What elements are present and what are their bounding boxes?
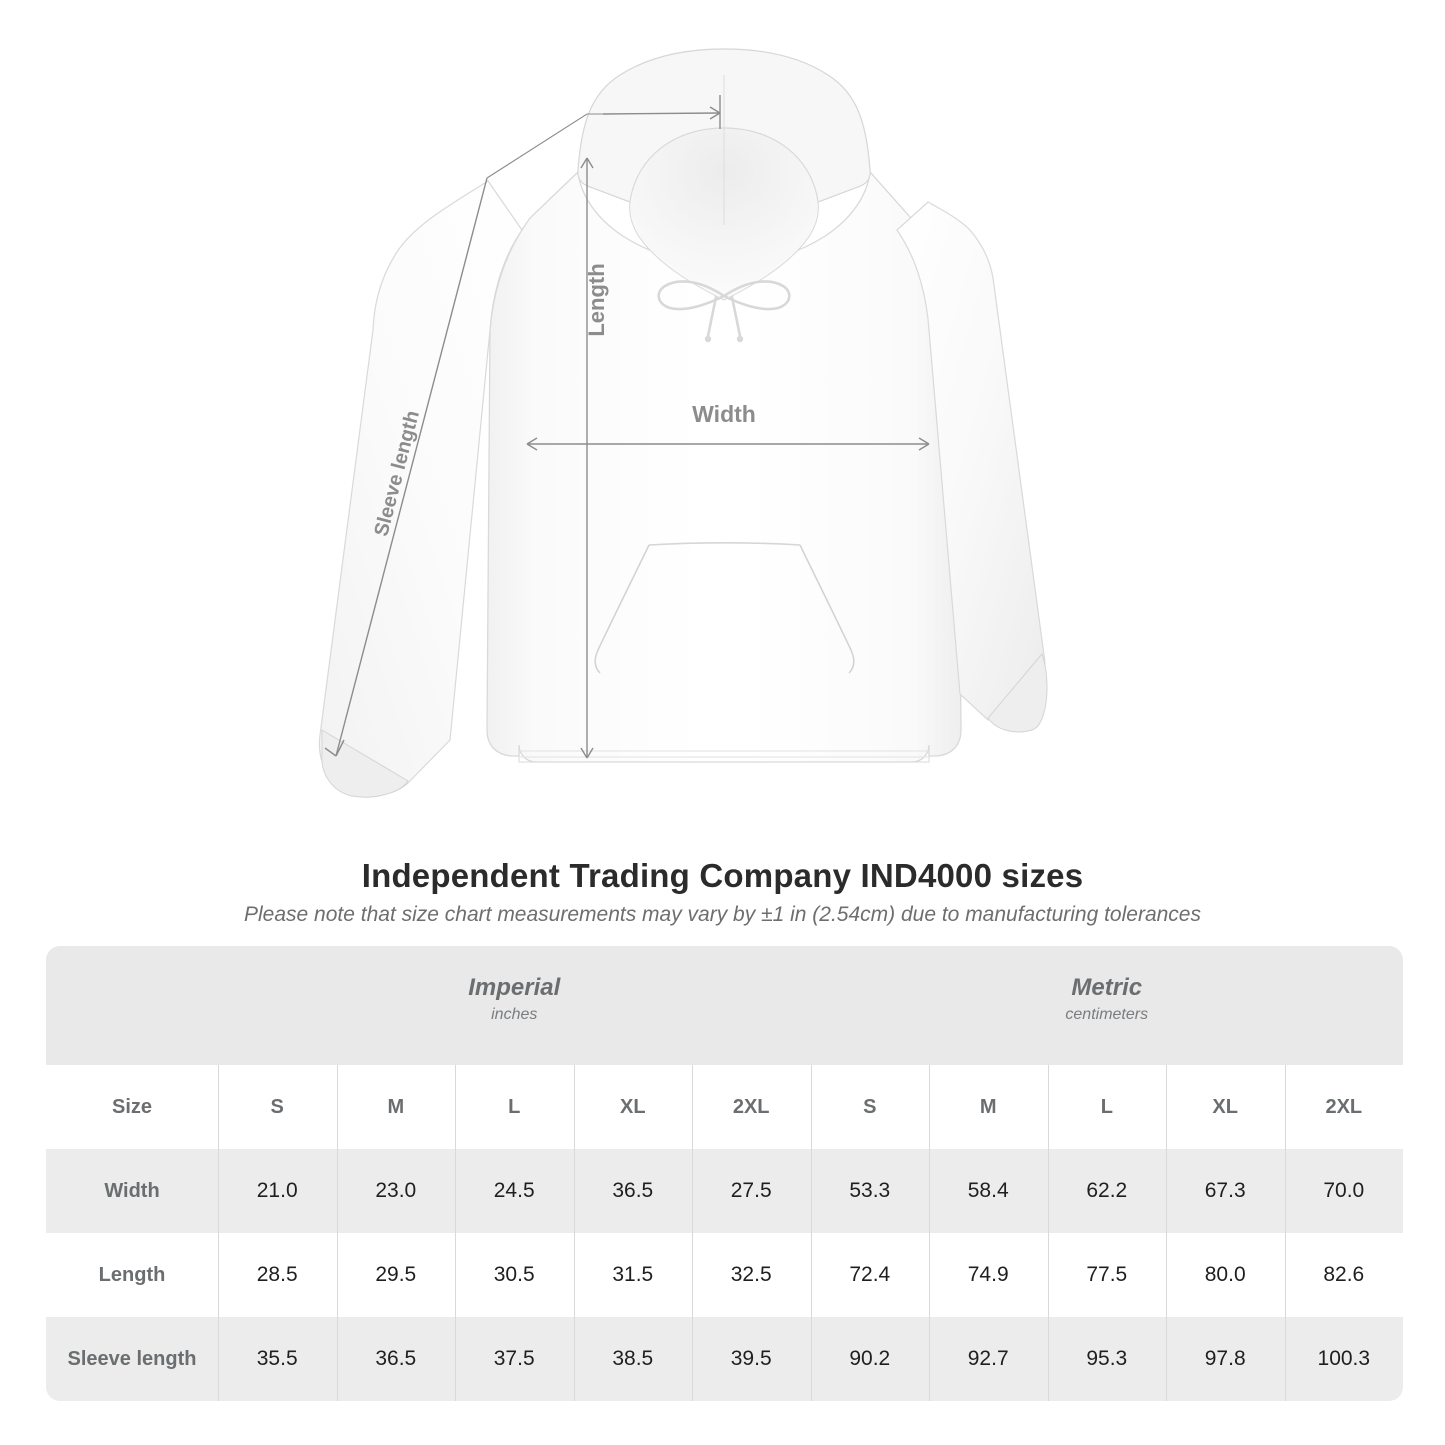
- svg-text:Width: Width: [692, 401, 756, 427]
- svg-text:Length: Length: [584, 263, 609, 336]
